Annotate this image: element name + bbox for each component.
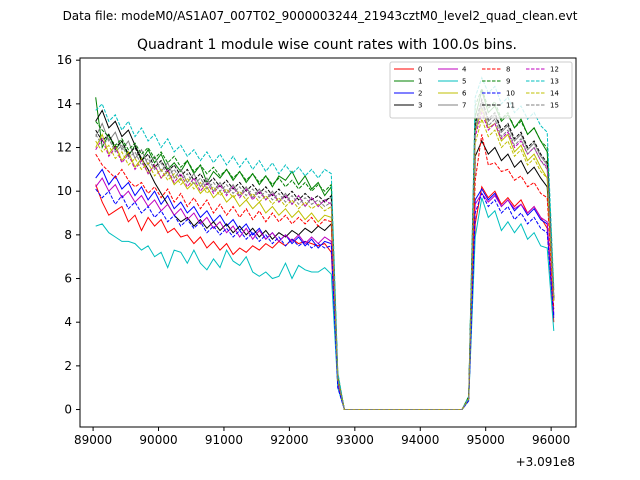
legend-label: 3 xyxy=(418,102,422,110)
y-tick-label: 6 xyxy=(64,272,72,286)
legend-label: 0 xyxy=(418,66,422,74)
legend-label: 4 xyxy=(462,66,467,74)
axes-frame xyxy=(79,57,577,428)
legend-label: 9 xyxy=(506,78,510,86)
x-tick-label: 94000 xyxy=(401,433,439,447)
y-tick-label: 2 xyxy=(64,359,72,373)
series-0-line xyxy=(95,184,555,410)
series-11-line xyxy=(95,97,555,410)
y-tick-label: 0 xyxy=(64,403,72,417)
legend-label: 8 xyxy=(506,66,510,74)
legend-box xyxy=(389,61,573,119)
x-tick-label: 89000 xyxy=(74,433,112,447)
y-tick-label: 14 xyxy=(57,97,72,111)
legend-label: 14 xyxy=(550,90,559,98)
x-tick-label: 95000 xyxy=(467,433,505,447)
y-tick-label: 12 xyxy=(57,141,72,155)
y-tick-label: 10 xyxy=(57,184,72,198)
chart-title: Quadrant 1 module wise count rates with … xyxy=(137,37,517,53)
x-tick-label: 90000 xyxy=(139,433,177,447)
legend-label: 10 xyxy=(506,90,515,98)
legend-label: 13 xyxy=(550,78,559,86)
series-8-line xyxy=(95,134,555,410)
y-tick-label: 16 xyxy=(57,53,72,67)
legend-label: 5 xyxy=(462,78,466,86)
chart-suptitle: Data file: modeM0/AS1A07_007T02_90000032… xyxy=(63,9,578,23)
legend-label: 1 xyxy=(418,78,422,86)
y-tick-label: 4 xyxy=(64,315,72,329)
legend-label: 2 xyxy=(418,90,422,98)
x-axis: 89000 90000 91000 92000 93000 94000 95000 96000 xyxy=(74,427,570,447)
legend-label: 11 xyxy=(506,102,515,110)
y-tick-label: 8 xyxy=(64,228,72,242)
x-tick-label: 96000 xyxy=(532,433,570,447)
legend-label: 6 xyxy=(462,90,467,98)
legend-label: 12 xyxy=(550,66,559,74)
series-2-line xyxy=(95,168,555,410)
series-14-line xyxy=(95,117,555,410)
x-tick-label: 91000 xyxy=(205,433,243,447)
series-6-line xyxy=(95,106,555,410)
series-12-line xyxy=(95,110,555,410)
x-tick-label: 93000 xyxy=(336,433,374,447)
series-9-line xyxy=(95,87,555,410)
series-4-line xyxy=(95,177,555,410)
legend-label: 7 xyxy=(462,102,466,110)
series-10-line xyxy=(95,188,555,410)
series-5-line xyxy=(95,197,555,410)
x-offset-label: +3.091e8 xyxy=(516,455,575,469)
series-1-line xyxy=(95,88,555,410)
plot-lines xyxy=(95,76,555,410)
y-axis: 0 2 4 6 8 10 12 14 16 xyxy=(57,53,80,417)
x-tick-label: 92000 xyxy=(270,433,308,447)
legend-label: 15 xyxy=(550,102,559,110)
series-15-line xyxy=(95,104,555,410)
